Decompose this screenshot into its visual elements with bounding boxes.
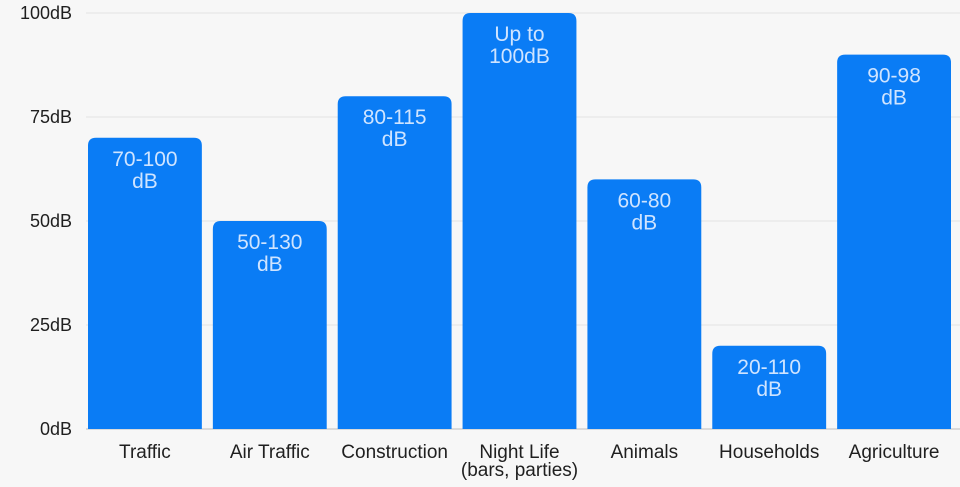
bar[interactable]	[712, 345, 827, 429]
data-label: 60-80 dB	[617, 189, 671, 234]
x-tick-label: Construction	[341, 442, 448, 463]
x-tick-label: Animals	[611, 442, 679, 463]
data-label: Up to 100dB	[489, 23, 550, 68]
y-axis: 0dB 25dB 50dB 75dB 100dB	[20, 3, 72, 439]
x-tick-label: Traffic	[119, 442, 171, 463]
bar[interactable]	[587, 179, 702, 429]
bars	[88, 13, 951, 430]
bar[interactable]	[212, 221, 327, 429]
data-labels: 70-100 dB 50-130 dB 80-115 dB Up to 100dB 60-80 d…	[112, 23, 921, 401]
bar[interactable]	[462, 13, 577, 429]
data-label: 70-100 dB	[112, 148, 177, 193]
bar[interactable]	[88, 137, 202, 430]
y-tick-label: 100dB	[20, 3, 72, 23]
data-label: 90-98 dB	[867, 65, 921, 110]
x-tick-label: Households	[719, 442, 819, 463]
x-tick-label: Air Traffic	[230, 442, 310, 463]
x-axis: Traffic Air Traffic Construction Night Life…	[119, 442, 939, 481]
y-tick-label: 25dB	[30, 315, 72, 335]
data-label: 80-115 dB	[363, 106, 427, 151]
y-tick-label: 50dB	[30, 211, 72, 231]
bar[interactable]	[837, 54, 951, 429]
data-label: 20-110 dB	[737, 356, 801, 401]
x-tick-label: Agriculture	[849, 442, 940, 463]
y-tick-label: 75dB	[30, 107, 72, 127]
data-label: 50-130 dB	[237, 231, 302, 276]
y-tick-label: 0dB	[40, 419, 72, 439]
x-tick-label: Night Life (bars, parties)	[461, 442, 578, 481]
bar[interactable]	[337, 96, 452, 429]
